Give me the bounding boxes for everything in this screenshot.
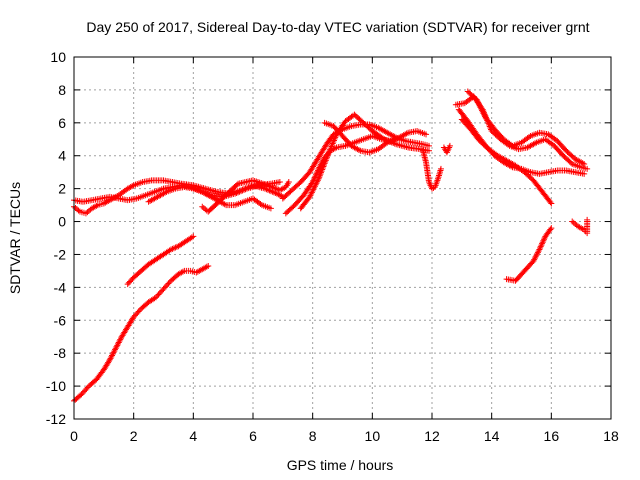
series-arc-mid-4 xyxy=(321,119,400,156)
series-arc-low-2 xyxy=(124,233,197,288)
y-axis-label: SDTVAR / TECUs xyxy=(7,182,23,294)
series-markers xyxy=(71,182,274,212)
y-tick-label: 8 xyxy=(58,82,66,98)
y-tick-label: 10 xyxy=(50,49,66,65)
series-markers xyxy=(464,88,588,167)
y-tick-label: -10 xyxy=(46,378,66,394)
series-arc-late-6 xyxy=(569,216,591,237)
series-markers xyxy=(503,225,555,284)
series-arc-mid-1 xyxy=(279,121,433,202)
chart-title: Day 250 of 2017, Sidereal Day-to-day VTE… xyxy=(86,19,589,35)
series-arc-mid-3 xyxy=(297,111,433,212)
series-arc-upper-1 xyxy=(71,177,286,217)
series-arc-late-4 xyxy=(455,106,588,177)
x-tick-label: 4 xyxy=(189,428,197,444)
series-markers xyxy=(124,233,197,288)
y-tick-label: 6 xyxy=(58,115,66,131)
data-points xyxy=(71,88,591,404)
x-tick-label: 8 xyxy=(309,428,317,444)
x-tick-label: 10 xyxy=(365,428,381,444)
x-tick-label: 14 xyxy=(484,428,500,444)
series-markers xyxy=(199,177,292,215)
series-markers xyxy=(455,106,588,177)
x-tick-label: 2 xyxy=(130,428,138,444)
y-tick-label: -2 xyxy=(54,246,67,262)
series-arc-low-1 xyxy=(71,262,212,404)
series-arc-late-5 xyxy=(503,225,555,284)
y-tick-label: -4 xyxy=(54,279,67,295)
axis-ticks xyxy=(73,56,612,420)
x-tick-label: 0 xyxy=(70,428,78,444)
series-markers xyxy=(420,147,444,192)
series-markers xyxy=(321,119,400,156)
x-tick-label: 6 xyxy=(249,428,257,444)
series-markers xyxy=(71,177,286,217)
y-tick-label: -8 xyxy=(54,345,67,361)
y-tick-label: 4 xyxy=(58,148,66,164)
series-markers xyxy=(279,121,433,202)
y-tick-label: -12 xyxy=(46,411,66,427)
series-markers xyxy=(71,262,212,404)
series-markers xyxy=(440,142,453,156)
x-tick-label: 16 xyxy=(544,428,560,444)
x-axis-label: GPS time / hours xyxy=(287,457,394,473)
series-arc-upper-4 xyxy=(199,177,292,215)
series-markers xyxy=(297,111,433,212)
y-tick-label: -6 xyxy=(54,312,67,328)
axis-tick-labels: 0 2 4 6 8 10 12 14 16 18 -12 -10 -8 -6 -4 -2 0 2 4 6 8 10 xyxy=(46,49,619,444)
grid xyxy=(74,57,611,419)
plot-frame xyxy=(73,56,612,420)
series-arc-upper-2 xyxy=(71,182,274,212)
series-arc-late-2 xyxy=(464,88,588,167)
x-tick-label: 18 xyxy=(603,428,619,444)
y-tick-label: 0 xyxy=(58,214,66,230)
series-arc-drop xyxy=(420,147,444,192)
y-tick-label: 2 xyxy=(58,181,66,197)
x-tick-label: 12 xyxy=(424,428,440,444)
series-markers xyxy=(569,216,591,237)
series-arc-late-7 xyxy=(440,142,453,156)
